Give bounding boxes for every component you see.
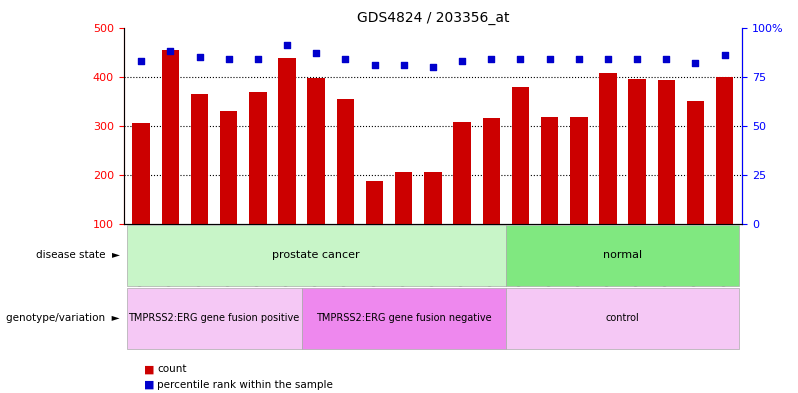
Bar [191,94,208,224]
Bar [279,58,296,224]
Point [135,58,148,64]
Point [514,56,527,62]
Bar [570,117,587,224]
Text: normal: normal [603,250,642,261]
Text: prostate cancer: prostate cancer [272,250,360,261]
Point [456,58,468,64]
Point [397,62,410,68]
Text: ■: ■ [144,380,155,390]
Bar [506,225,739,286]
Bar [132,123,150,224]
Bar [687,101,704,224]
Bar [658,80,675,224]
Bar [425,173,441,224]
Point [368,62,381,68]
Bar [512,87,529,224]
Point [426,64,439,70]
Point [251,56,264,62]
Bar [506,288,739,349]
Text: ■: ■ [144,364,155,375]
Point [602,56,614,62]
Point [689,60,702,66]
Bar [716,77,733,224]
Bar [302,288,506,349]
Bar [541,117,559,224]
Point [572,56,585,62]
Bar [162,50,179,224]
Bar [599,73,617,224]
Bar [307,78,325,224]
Point [223,56,235,62]
Text: disease state  ►: disease state ► [36,250,120,261]
Point [543,56,556,62]
Bar [483,118,500,224]
Title: GDS4824 / 203356_at: GDS4824 / 203356_at [357,11,509,25]
Bar [395,173,413,224]
Point [164,48,176,54]
Bar [127,225,506,286]
Text: genotype/variation  ►: genotype/variation ► [6,313,120,323]
Point [630,56,643,62]
Text: count: count [157,364,187,375]
Point [660,56,673,62]
Text: TMPRSS2:ERG gene fusion negative: TMPRSS2:ERG gene fusion negative [316,313,492,323]
Bar [220,111,238,224]
Point [281,42,294,48]
Bar [249,92,267,224]
Point [310,50,322,56]
Text: control: control [606,313,639,323]
Bar [453,122,471,224]
Bar [628,79,646,224]
Point [718,52,731,58]
Bar [365,181,383,224]
Point [485,56,498,62]
Point [193,54,206,60]
Text: TMPRSS2:ERG gene fusion positive: TMPRSS2:ERG gene fusion positive [128,313,300,323]
Bar [127,288,302,349]
Text: percentile rank within the sample: percentile rank within the sample [157,380,333,390]
Point [339,56,352,62]
Bar [337,99,354,224]
